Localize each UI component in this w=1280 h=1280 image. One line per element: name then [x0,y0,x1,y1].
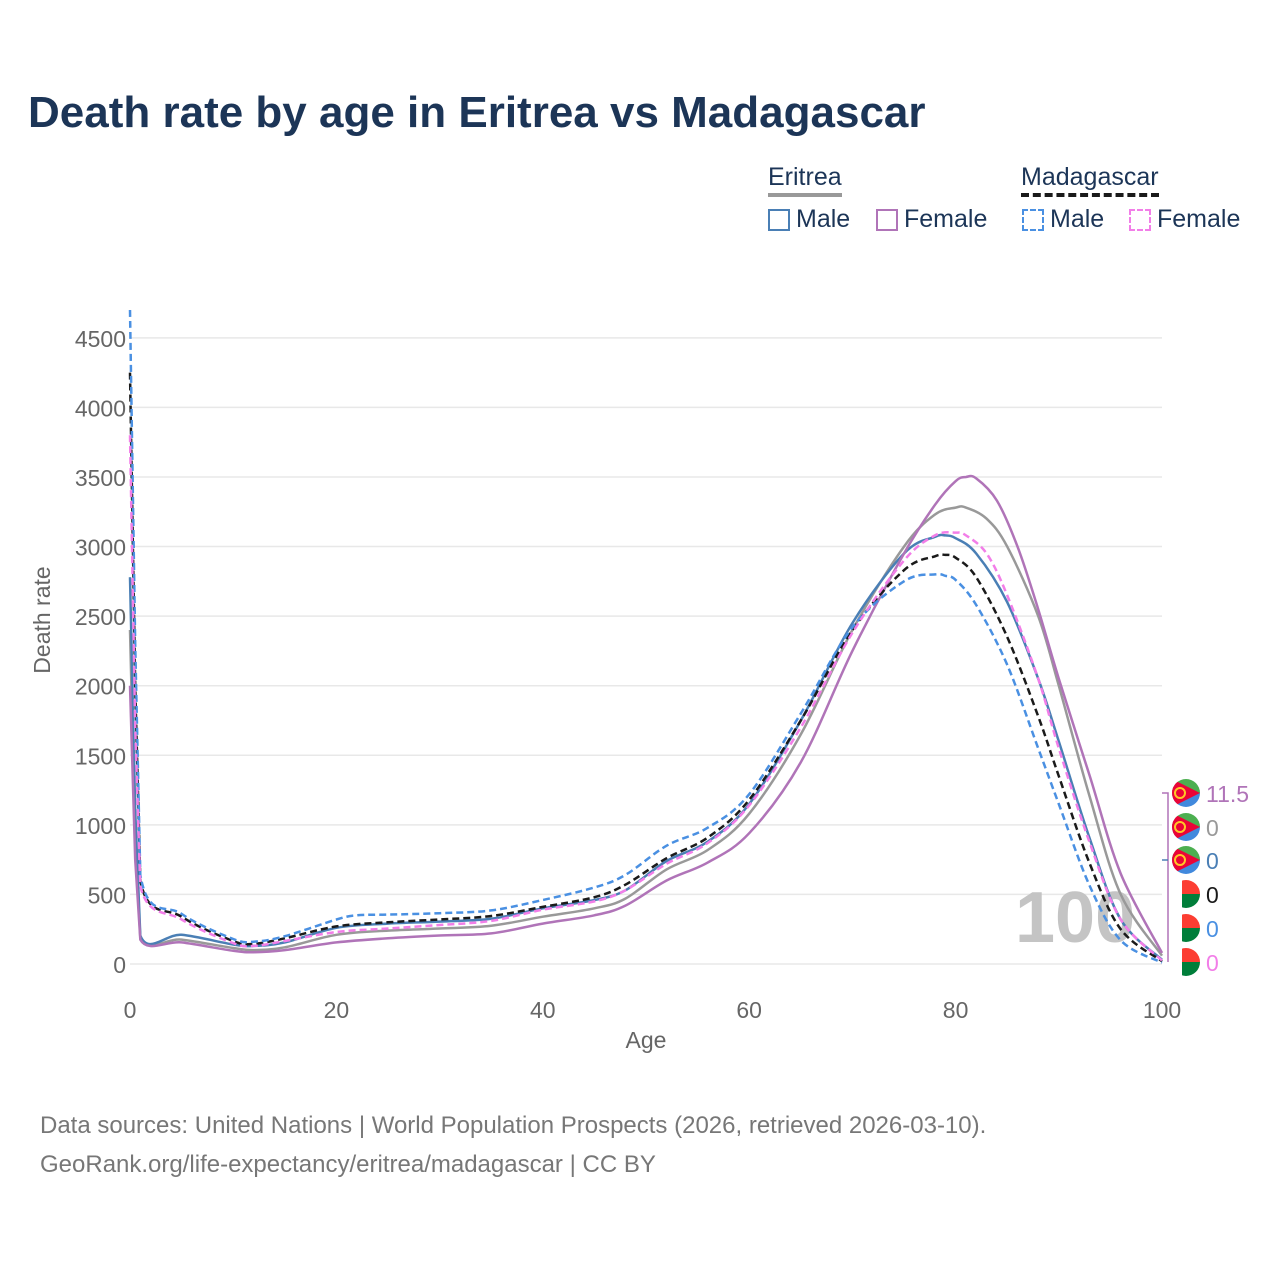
madagascar-flag-icon [1172,914,1200,942]
legend-item-madagascar-male[interactable]: Male [1022,205,1104,234]
series-line-eritrea-female[interactable] [128,474,1164,954]
eritrea-flag-icon [1172,779,1200,807]
end-marker-eritrea: 0 [1172,813,1219,841]
end-marker-madagascar-female: 0 [1172,948,1219,976]
x-tick-label: 100 [1143,997,1181,1023]
age-watermark: 100 [1015,878,1135,958]
y-axis-ticks: 0 500 1000 1500 2000 2500 3000 3500 4000 4500 [75,326,126,978]
y-tick-label: 2000 [75,674,126,700]
legend-swatch-eritrea-female [876,208,898,231]
legend-madagascar-line-sample [1021,193,1159,197]
end-bracket [1162,792,1169,962]
legend-group-eritrea[interactable]: Eritrea [768,163,842,197]
end-marker-eritrea-male: 0 [1172,846,1219,874]
madagascar-flag-icon [1172,948,1200,976]
legend-swatch-madagascar-female [1129,208,1151,231]
end-marker-eritrea-female: 11.5 [1172,779,1249,807]
series-line-eritrea[interactable] [128,505,1164,957]
legend-eritrea-line-sample [768,193,842,197]
legend-item-eritrea-female[interactable]: Female [876,205,987,234]
y-tick-label: 4500 [75,326,126,352]
eritrea-flag-icon [1172,813,1200,841]
legend-label-madagascar-female: Female [1157,205,1241,233]
x-tick-label: 80 [943,997,969,1023]
series-line-madagascar[interactable] [128,372,1163,963]
end-value-label: 0 [1206,815,1219,841]
footer-link[interactable]: GeoRank.org/life-expectancy/eritrea/mada… [40,1151,656,1178]
x-axis-label: Age [626,1027,667,1053]
eritrea-flag-icon [1172,846,1200,874]
y-tick-label: 3000 [75,535,126,561]
end-value-label: 11.5 [1206,781,1249,807]
end-marker-madagascar: 0 [1172,880,1219,908]
footer-sources: Data sources: United Nations | World Pop… [40,1112,987,1139]
y-tick-label: 0 [113,952,126,978]
end-marker-madagascar-male: 0 [1172,914,1219,942]
legend-label-eritrea-male: Male [796,205,851,233]
legend-item-eritrea-male[interactable]: Male [768,205,850,234]
end-markers: 11.5 0 0 0 0 0 [1162,779,1249,976]
end-value-label: 0 [1206,916,1219,942]
end-value-label: 0 [1206,882,1219,908]
legend-group-madagascar[interactable]: Madagascar [1021,163,1159,197]
legend-item-madagascar-female[interactable]: Female [1129,205,1240,234]
series-line-madagascar-female[interactable] [128,435,1163,962]
y-tick-label: 3500 [75,465,126,491]
legend-label-madagascar-male: Male [1050,205,1105,233]
y-tick-label: 1500 [75,743,126,769]
end-value-label: 0 [1206,848,1219,874]
x-tick-label: 0 [124,997,137,1023]
legend-swatch-madagascar-male [1022,208,1044,231]
legend-swatch-eritrea-male [768,208,790,231]
x-tick-label: 40 [530,997,556,1023]
legend-group-eritrea-label: Eritrea [768,163,842,191]
legend-label-eritrea-female: Female [904,205,988,233]
x-tick-label: 60 [736,997,762,1023]
series-line-eritrea-male[interactable] [128,533,1163,961]
madagascar-flag-icon [1172,880,1200,908]
y-tick-label: 1000 [75,813,126,839]
chart-title: Death rate by age in Eritrea vs Madagasc… [28,88,926,137]
footer: Data sources: United Nations | World Pop… [40,1106,986,1184]
end-value-label: 0 [1206,950,1219,976]
y-tick-label: 2500 [75,604,126,630]
grid-lines [130,337,1162,965]
y-tick-label: 500 [88,882,126,908]
x-tick-label: 20 [324,997,350,1023]
y-axis-label: Death rate [29,566,55,673]
series-lines [128,309,1164,964]
x-axis-ticks: 0 20 40 60 80 100 [124,997,1182,1023]
y-tick-label: 4000 [75,395,126,421]
legend-group-madagascar-label: Madagascar [1021,163,1159,191]
series-line-madagascar-male[interactable] [128,309,1163,964]
